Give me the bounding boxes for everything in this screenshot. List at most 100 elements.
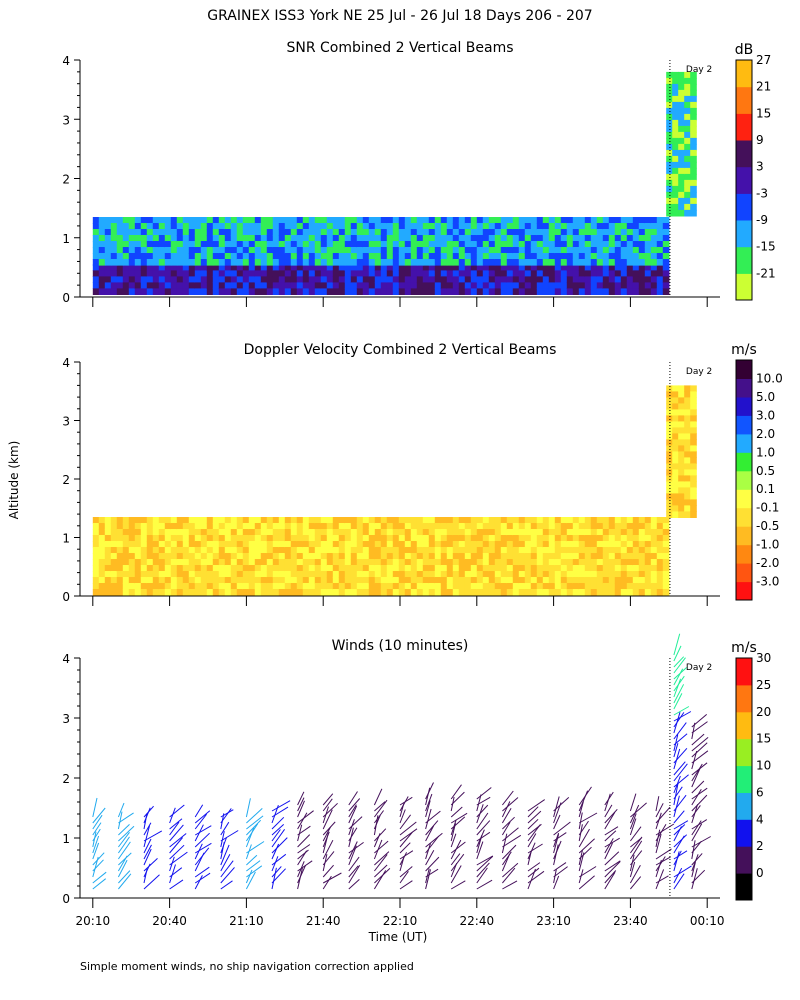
heatmap-cell (536, 264, 544, 271)
heatmap-cell (104, 276, 112, 283)
heatmap-cell (332, 282, 340, 289)
heatmap-cell (350, 541, 358, 548)
wind-barb (604, 837, 620, 848)
heatmap-cell (428, 276, 436, 283)
heatmap-cell (440, 223, 448, 230)
heatmap-cell (644, 288, 652, 295)
wind-barb (502, 790, 514, 806)
heatmap-cell (206, 535, 214, 542)
heatmap-cell (368, 529, 376, 536)
heatmap-cell (422, 259, 430, 266)
heatmap-cell (152, 217, 160, 224)
heatmap-cell (404, 529, 412, 536)
heatmap-cell (614, 282, 622, 289)
heatmap-cell (410, 541, 418, 548)
heatmap-cell (320, 547, 328, 554)
heatmap-cell (398, 553, 406, 560)
wind-barb (348, 827, 358, 842)
heatmap-cell (452, 229, 460, 236)
heatmap-cell (440, 235, 448, 242)
wind-barb (399, 852, 408, 866)
heatmap-cell (182, 577, 190, 584)
heatmap-cell (170, 229, 178, 236)
heatmap-cell (392, 583, 400, 590)
heatmap-cell (434, 523, 442, 530)
heatmap-cell (684, 481, 691, 488)
heatmap-cell (566, 523, 574, 530)
heatmap-cell (662, 559, 670, 566)
heatmap-cell (224, 523, 232, 530)
heatmap-cell (140, 276, 148, 283)
heatmap-cell (428, 253, 436, 260)
heatmap-cell (620, 529, 628, 536)
heatmap-cell (476, 253, 484, 260)
heatmap-cell (494, 282, 502, 289)
heatmap-cell (494, 229, 502, 236)
heatmap-cell (296, 229, 304, 236)
heatmap-cell (284, 577, 292, 584)
wind-barb (691, 820, 702, 836)
heatmap-cell (230, 259, 238, 266)
wind-barb (194, 842, 212, 854)
heatmap-cell (678, 155, 685, 163)
heatmap-cell (158, 264, 166, 271)
heatmap-cell (170, 553, 178, 560)
heatmap-cell (398, 529, 406, 536)
wind-barb (673, 810, 685, 824)
heatmap-cell (302, 235, 310, 242)
heatmap-cell (678, 451, 685, 458)
colorbar-label: 25 (756, 678, 771, 692)
heatmap-cell (242, 276, 250, 283)
heatmap-cell (644, 571, 652, 578)
heatmap-cell (98, 535, 106, 542)
heatmap-cell (122, 565, 130, 572)
heatmap-cell (632, 577, 640, 584)
heatmap-cell (578, 264, 586, 271)
wind-barb (143, 844, 152, 860)
heatmap-cell (116, 259, 124, 266)
heatmap-cell (506, 253, 514, 260)
heatmap-cell (374, 276, 382, 283)
heatmap-cell (386, 553, 394, 560)
heatmap-cell (684, 77, 691, 85)
heatmap-cell (672, 475, 679, 482)
x-tick-label: 00:10 (690, 914, 725, 928)
heatmap-cell (662, 547, 670, 554)
colorbar-unit: dB (735, 42, 754, 58)
heatmap-cell (332, 565, 340, 572)
wind-barb (246, 841, 265, 854)
heatmap-cell (374, 259, 382, 266)
heatmap-cell (440, 541, 448, 548)
heatmap-cell (272, 547, 280, 554)
heatmap-cell (188, 589, 196, 596)
heatmap-cell (254, 565, 262, 572)
heatmap-cell (684, 137, 691, 145)
heatmap-cell (678, 433, 685, 440)
heatmap-cell (278, 288, 286, 295)
heatmap-cell (236, 241, 244, 248)
heatmap-cell (284, 288, 292, 295)
wind-barb (117, 841, 131, 860)
heatmap-cell (368, 253, 376, 260)
heatmap-cell (230, 517, 238, 524)
heatmap-cell (320, 282, 328, 289)
wind-barb (691, 789, 702, 806)
heatmap-cell (320, 529, 328, 536)
heatmap-cell (434, 217, 442, 224)
colorbar-swatch (736, 819, 752, 847)
heatmap-cell (578, 247, 586, 254)
heatmap-cell (338, 259, 346, 266)
heatmap-cell (662, 583, 670, 590)
heatmap-cell (608, 541, 616, 548)
heatmap-cell (224, 577, 232, 584)
heatmap-cell (212, 583, 220, 590)
heatmap-cell (690, 499, 697, 506)
heatmap-cell (542, 577, 550, 584)
heatmap-cell (530, 523, 538, 530)
heatmap-cell (302, 571, 310, 578)
heatmap-cell (200, 282, 208, 289)
heatmap-cell (116, 577, 124, 584)
heatmap-cell (512, 535, 520, 542)
heatmap-cell (362, 288, 370, 295)
heatmap-cell (326, 241, 334, 248)
